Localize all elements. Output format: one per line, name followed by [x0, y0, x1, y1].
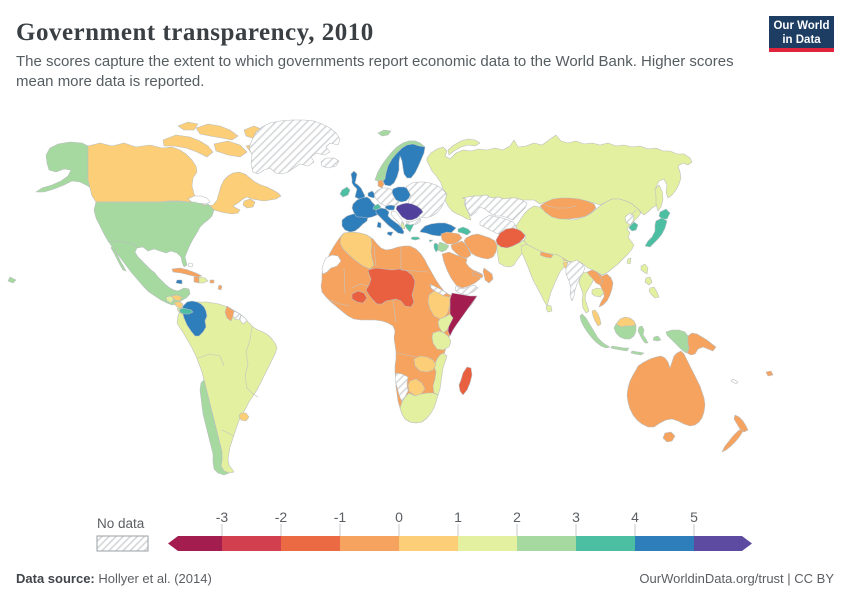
svg-text:-3: -3: [216, 510, 229, 525]
svg-text:4: 4: [631, 510, 639, 525]
svg-text:-2: -2: [275, 510, 288, 525]
svg-text:0: 0: [395, 510, 403, 525]
svg-text:1: 1: [454, 510, 462, 525]
svg-text:2: 2: [513, 510, 521, 525]
svg-text:5: 5: [690, 510, 698, 525]
svg-text:-1: -1: [334, 510, 347, 525]
svg-text:3: 3: [572, 510, 580, 525]
